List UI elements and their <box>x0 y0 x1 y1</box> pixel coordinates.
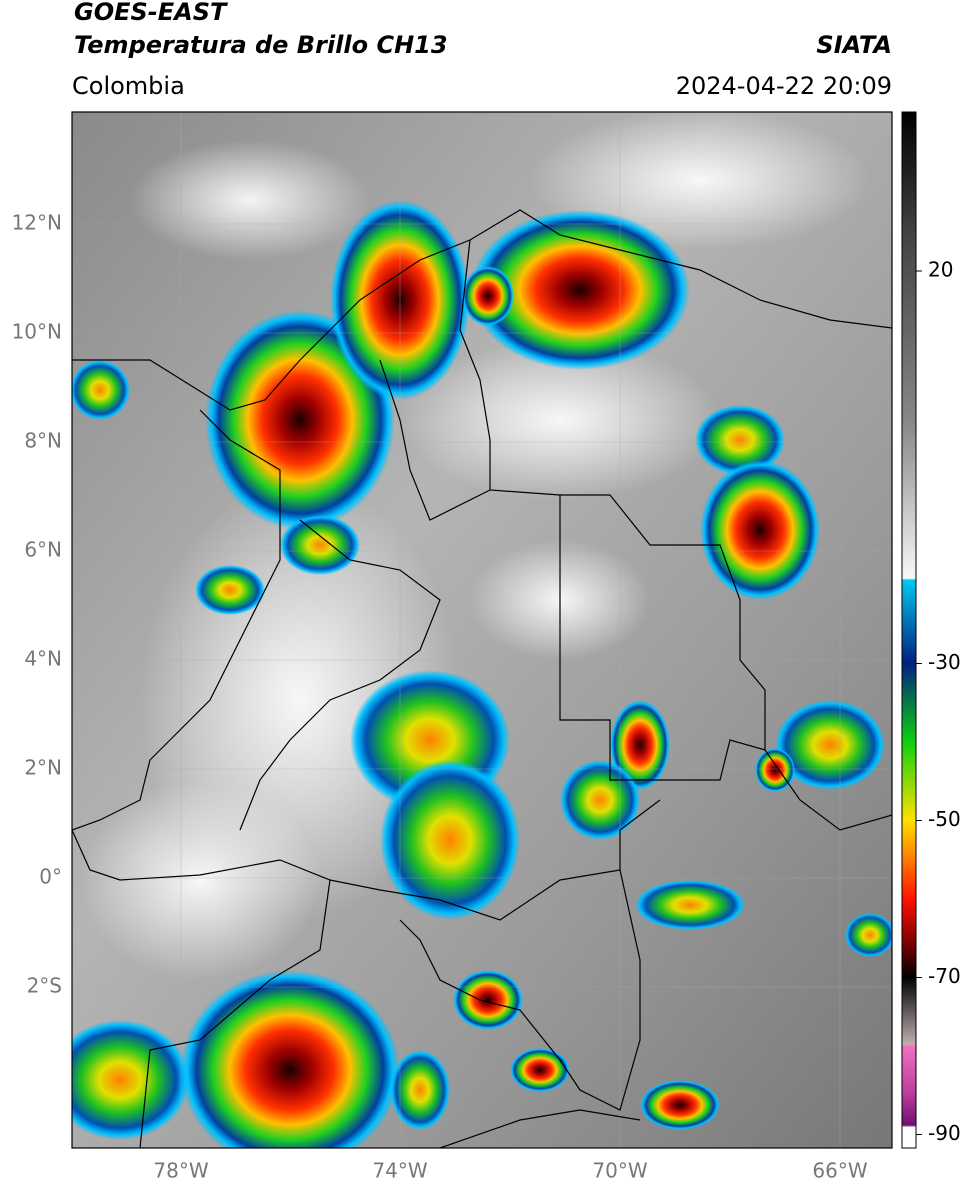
lat-label: 12°N <box>12 211 62 235</box>
region: Colombia <box>72 72 185 100</box>
lat-label: 0° <box>39 865 62 889</box>
lat-label: 8°N <box>24 429 62 453</box>
colorbar-label: -30 <box>928 650 961 674</box>
lon-label: 74°W <box>372 1159 427 1183</box>
colorbar-label: -70 <box>928 964 961 988</box>
lat-label: 2°N <box>24 756 62 780</box>
borders <box>72 209 892 1148</box>
colorbar-label: 20 <box>928 258 953 282</box>
colorbar-label: -50 <box>928 807 961 831</box>
lon-label: 70°W <box>592 1159 647 1183</box>
colorbar-label: -90 <box>928 1121 961 1145</box>
lat-label: 6°N <box>24 538 62 562</box>
lon-label: 78°W <box>153 1159 208 1183</box>
lat-labels: 12°N 10°N 8°N 6°N 4°N 2°N 0° 2°S <box>12 211 62 998</box>
timestamp: 2024-04-22 20:09 <box>676 72 892 100</box>
lat-label: 10°N <box>12 320 62 344</box>
colorbar-ramp <box>901 111 917 1149</box>
map-frame <box>71 111 893 1149</box>
title: GOES-EAST <box>74 0 228 26</box>
lon-labels: 78°W 74°W 70°W 66°W <box>153 1159 867 1183</box>
source: SIATA <box>816 31 892 59</box>
lat-label: 4°N <box>24 647 62 671</box>
colorbar: 20 -30 -50 -70 -90 <box>901 111 961 1149</box>
graticule <box>72 112 892 1148</box>
map-image <box>72 112 892 1148</box>
lat-label: 2°S <box>27 974 62 998</box>
lon-label: 66°W <box>812 1159 867 1183</box>
subtitle: Temperatura de Brillo CH13 <box>74 31 448 59</box>
storms <box>72 200 892 1148</box>
